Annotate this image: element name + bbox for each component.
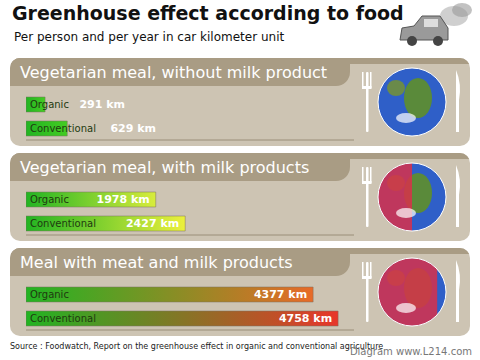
svg-text:Conventional: Conventional [30, 123, 96, 134]
svg-text:Organic: Organic [30, 289, 69, 300]
html-text:Greenhouse effect according to: Greenhouse effect according to food [12, 2, 404, 24]
svg-text:291 km: 291 km [79, 98, 125, 111]
svg-text:1978 km: 1978 km [97, 193, 150, 206]
html-text:Source : Foodwatch, Report on: Source : Foodwatch, Report on the greenh… [10, 342, 384, 351]
html-text:Vegetarian meal, with milk pro: Vegetarian meal, with milk products [20, 158, 310, 177]
svg-text:Conventional: Conventional [30, 218, 96, 229]
html-text:Per person and per year in car: Per person and per year in car kilometer… [14, 30, 285, 44]
svg-text:4758 km: 4758 km [279, 312, 332, 325]
svg-text:Organic: Organic [30, 194, 69, 205]
svg-text:2427 km: 2427 km [126, 217, 179, 230]
svg-text:Conventional: Conventional [30, 313, 96, 324]
svg-text:4377 km: 4377 km [254, 288, 307, 301]
html-text:Diagram www.L214.com: Diagram www.L214.com [349, 346, 472, 357]
svg-text:Organic: Organic [30, 99, 69, 110]
html-text:Meal with meat and milk produc: Meal with meat and milk products [20, 253, 293, 272]
svg-text:629 km: 629 km [110, 122, 156, 135]
html-text:Vegetarian meal, without milk: Vegetarian meal, without milk product [20, 63, 328, 82]
